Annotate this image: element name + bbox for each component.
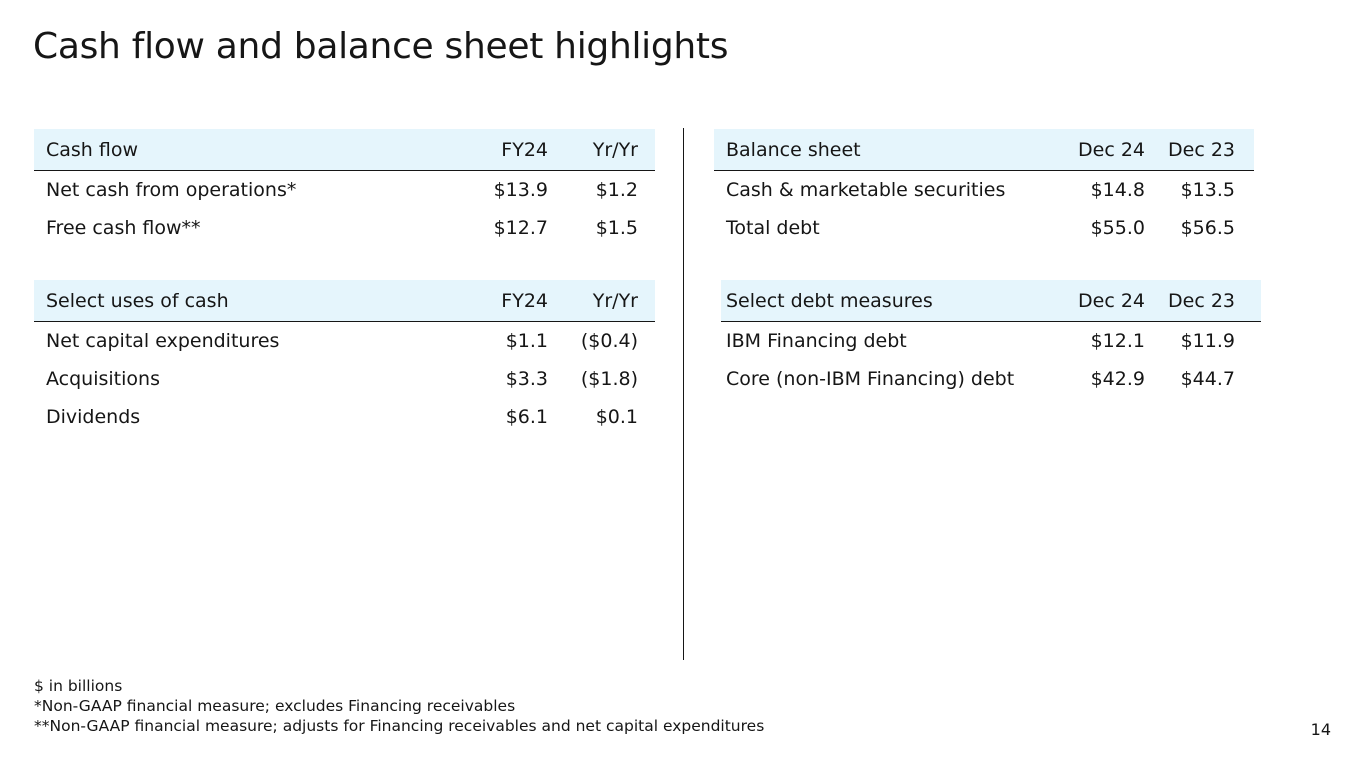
row-value-dec-24: $42.9 <box>1090 368 1145 390</box>
page-number: 14 <box>1310 720 1331 739</box>
header-label: Cash flow <box>46 138 139 161</box>
table-row: Dividends $6.1 $0.1 <box>34 398 655 436</box>
row-label: Core (non-IBM Financing) debt <box>726 368 1015 390</box>
row-value-dec-24: $55.0 <box>1090 217 1145 239</box>
row-change: ($0.4) <box>580 330 638 352</box>
row-change: $1.2 <box>595 179 638 201</box>
row-label: Total debt <box>726 217 820 239</box>
row-change: $1.5 <box>595 217 638 239</box>
footnote-double-asterisk: **Non-GAAP financial measure; adjusts fo… <box>34 717 765 735</box>
row-value: $6.1 <box>505 406 548 428</box>
row-value-dec-23: $44.7 <box>1180 368 1235 390</box>
table-row: Total debt $55.0 $56.5 <box>714 209 1254 247</box>
vertical-divider <box>683 128 684 660</box>
header-col-dec-23: Dec 23 <box>1168 138 1235 161</box>
row-value-dec-23: $13.5 <box>1180 179 1235 201</box>
table-row: IBM Financing debt $12.1 $11.9 <box>721 322 1261 360</box>
footnote-single-asterisk: *Non-GAAP financial measure; excludes Fi… <box>34 697 516 715</box>
header-col-dec-23: Dec 23 <box>1168 289 1235 312</box>
row-value-dec-23: $11.9 <box>1180 330 1235 352</box>
header-col-dec-24: Dec 24 <box>1078 289 1145 312</box>
header-col-yr-yr: Yr/Yr <box>592 138 638 161</box>
header-col-fy24: FY24 <box>501 289 548 312</box>
footnotes: $ in billions *Non-GAAP financial measur… <box>34 676 764 736</box>
row-value: $13.9 <box>493 179 548 201</box>
table-row: Cash & marketable securities $14.8 $13.5 <box>714 171 1254 209</box>
header-col-fy24: FY24 <box>501 138 548 161</box>
header-label: Select debt measures <box>726 289 933 312</box>
table-header: Select uses of cash FY24 Yr/Yr <box>34 280 655 322</box>
table-row: Acquisitions $3.3 ($1.8) <box>34 360 655 398</box>
table-row: Core (non-IBM Financing) debt $42.9 $44.… <box>721 360 1261 398</box>
table-row: Net cash from operations* $13.9 $1.2 <box>34 171 655 209</box>
table-header: Balance sheet Dec 24 Dec 23 <box>714 129 1254 171</box>
table-row: Net capital expenditures $1.1 ($0.4) <box>34 322 655 360</box>
row-label: Free cash flow** <box>46 217 201 239</box>
header-label: Select uses of cash <box>46 289 229 312</box>
row-label: Cash & marketable securities <box>726 179 1006 201</box>
debt-measures-table: Select debt measures Dec 24 Dec 23 IBM F… <box>721 280 1261 398</box>
row-value-dec-24: $12.1 <box>1090 330 1145 352</box>
row-value: $3.3 <box>505 368 548 390</box>
table-header: Cash flow FY24 Yr/Yr <box>34 129 655 171</box>
row-value: $1.1 <box>505 330 548 352</box>
row-label: Acquisitions <box>46 368 160 390</box>
row-label: Net capital expenditures <box>46 330 280 352</box>
row-value: $12.7 <box>493 217 548 239</box>
row-label: Net cash from operations* <box>46 179 297 201</box>
page-title: Cash flow and balance sheet highlights <box>33 26 729 67</box>
cash-flow-table: Cash flow FY24 Yr/Yr Net cash from opera… <box>34 129 655 247</box>
header-col-dec-24: Dec 24 <box>1078 138 1145 161</box>
header-label: Balance sheet <box>726 138 861 161</box>
footnote-units: $ in billions <box>34 677 123 695</box>
row-label: Dividends <box>46 406 141 428</box>
header-col-yr-yr: Yr/Yr <box>592 289 638 312</box>
row-label: IBM Financing debt <box>726 330 907 352</box>
table-row: Free cash flow** $12.7 $1.5 <box>34 209 655 247</box>
row-value-dec-24: $14.8 <box>1090 179 1145 201</box>
row-change: $0.1 <box>595 406 638 428</box>
uses-of-cash-table: Select uses of cash FY24 Yr/Yr Net capit… <box>34 280 655 436</box>
row-change: ($1.8) <box>580 368 638 390</box>
table-header: Select debt measures Dec 24 Dec 23 <box>721 280 1261 322</box>
balance-sheet-table: Balance sheet Dec 24 Dec 23 Cash & marke… <box>714 129 1254 247</box>
row-value-dec-23: $56.5 <box>1180 217 1235 239</box>
